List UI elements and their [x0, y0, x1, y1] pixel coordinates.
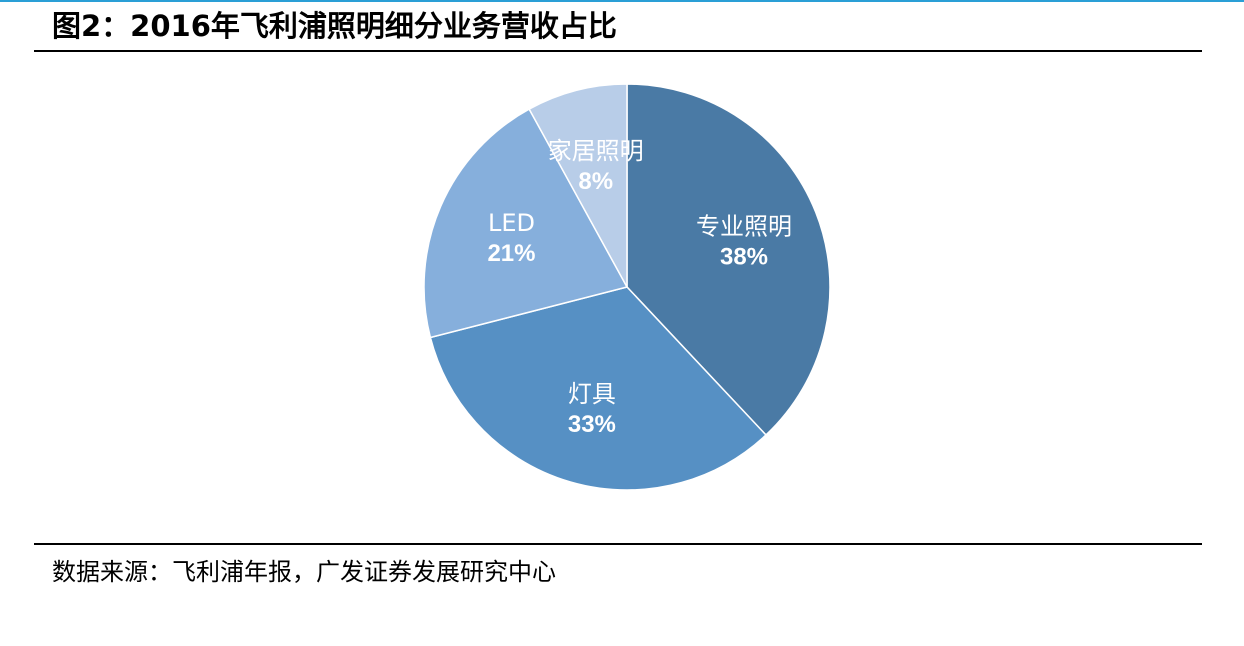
slice-label: 专业照明 — [696, 213, 792, 241]
pie-chart: 专业照明 38% 灯具 33% LED 21% 家居照明 8% — [423, 83, 831, 491]
slice-label: 家居照明 — [548, 137, 644, 165]
slice-label: 灯具 — [568, 380, 616, 408]
slice-percent-label: 33% — [568, 411, 616, 438]
pie-slice — [423, 108, 629, 339]
source-note: 数据来源：飞利浦年报，广发证券发展研究中心 — [52, 558, 556, 586]
title-divider — [34, 50, 1202, 52]
pie-slice — [626, 83, 831, 437]
pie-slice — [528, 83, 628, 288]
figure-title: 图2：2016年飞利浦照明细分业务营收占比 — [52, 9, 617, 43]
slice-percent-label: 8% — [578, 168, 613, 195]
source-divider — [34, 543, 1202, 545]
slice-label: LED — [488, 209, 535, 237]
slice-percent-label: 38% — [720, 244, 768, 271]
top-accent-line — [0, 0, 1244, 2]
slice-percent-label: 21% — [487, 240, 535, 267]
pie-slice — [429, 286, 768, 491]
